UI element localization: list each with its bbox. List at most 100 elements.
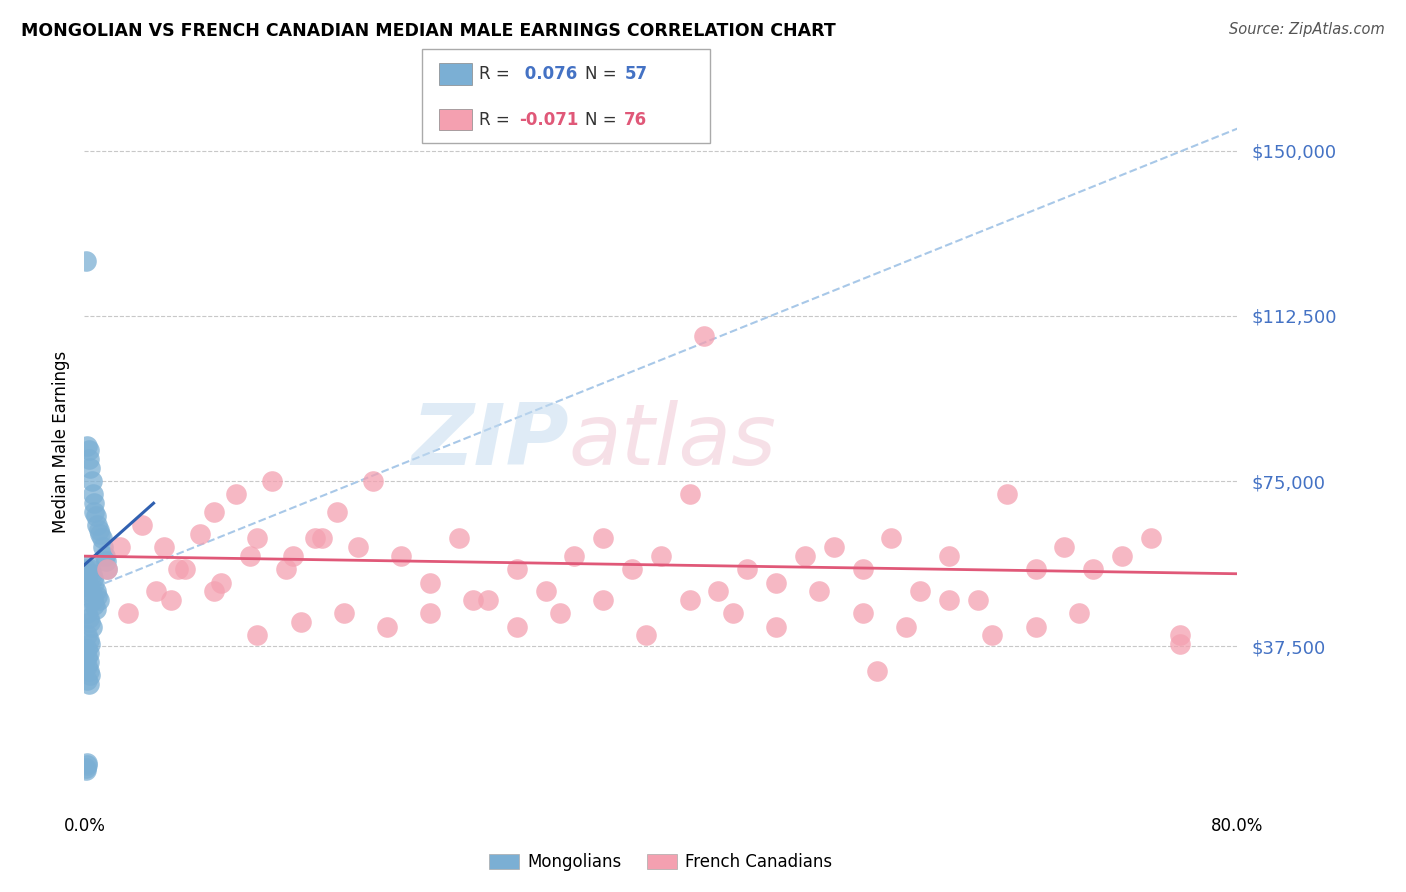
Point (90, 532, 112, 546)
Point (79, 461, 101, 475)
Text: Source: ZipAtlas.com: Source: ZipAtlas.com (1229, 22, 1385, 37)
Text: -0.071: -0.071 (519, 111, 578, 128)
Point (91, 541, 114, 555)
Point (93, 549, 115, 563)
Point (76, 607, 98, 621)
Point (77, 655, 100, 669)
Point (534, 584, 557, 599)
Point (96, 562, 118, 576)
Point (1168, 637, 1191, 651)
Point (592, 532, 614, 546)
Point (548, 607, 571, 621)
Point (1053, 541, 1076, 555)
Point (852, 607, 875, 621)
Point (84, 509, 107, 524)
Point (79, 615, 101, 630)
Point (276, 562, 298, 576)
Point (160, 593, 183, 607)
Point (894, 619, 917, 633)
Legend: Mongolians, French Canadians: Mongolians, French Canadians (482, 847, 839, 878)
Point (260, 474, 283, 488)
Point (239, 549, 262, 563)
Point (77, 443, 100, 458)
Point (765, 575, 787, 590)
Point (202, 505, 225, 519)
Point (419, 607, 441, 621)
Point (86, 518, 108, 533)
Text: atlas: atlas (568, 400, 776, 483)
Point (693, 328, 716, 343)
Point (1168, 628, 1191, 642)
Point (1111, 549, 1133, 563)
Point (564, 549, 586, 563)
Point (96, 562, 118, 576)
Point (325, 505, 347, 519)
Point (636, 628, 658, 642)
Point (86, 589, 108, 603)
Point (290, 615, 312, 630)
Point (131, 518, 153, 533)
Point (75, 763, 97, 777)
Text: R =: R = (479, 65, 516, 83)
Point (246, 628, 269, 642)
Point (89, 527, 111, 541)
Point (679, 593, 702, 607)
Point (77, 558, 100, 572)
Point (79, 562, 101, 576)
Point (246, 532, 269, 546)
Point (77, 452, 100, 467)
Point (145, 584, 167, 599)
Point (84, 584, 107, 599)
Point (1083, 562, 1105, 576)
Point (76, 571, 98, 585)
Point (76, 659, 98, 673)
Text: ZIP: ZIP (411, 400, 568, 483)
Point (1140, 532, 1163, 546)
Text: 57: 57 (624, 65, 647, 83)
Text: N =: N = (585, 65, 621, 83)
Point (76, 650, 98, 665)
Point (110, 541, 132, 555)
Point (80, 474, 103, 488)
Point (592, 593, 614, 607)
Point (84, 602, 107, 616)
Y-axis label: Median Male Earnings: Median Male Earnings (52, 351, 70, 533)
Point (304, 532, 326, 546)
Point (80, 566, 103, 581)
Text: R =: R = (479, 111, 516, 128)
Point (167, 562, 190, 576)
Point (808, 584, 831, 599)
Point (880, 532, 903, 546)
Point (225, 487, 247, 501)
Point (75, 571, 97, 585)
Point (506, 619, 529, 633)
Point (79, 584, 101, 599)
Point (737, 562, 759, 576)
Point (477, 593, 499, 607)
Point (76, 439, 98, 453)
Point (765, 619, 787, 633)
Point (82, 571, 104, 585)
Point (87, 593, 110, 607)
Point (463, 593, 485, 607)
Point (852, 562, 875, 576)
Point (79, 668, 101, 682)
Point (283, 549, 305, 563)
Point (174, 562, 197, 576)
Point (83, 505, 105, 519)
Point (83, 496, 105, 510)
Point (80, 619, 103, 633)
Point (76, 758, 98, 772)
Point (87, 523, 110, 537)
Point (707, 584, 730, 599)
Point (76, 756, 98, 771)
Point (75, 253, 97, 268)
Point (76, 566, 98, 581)
Point (77, 580, 100, 594)
Point (823, 541, 845, 555)
Point (202, 584, 225, 599)
Point (419, 575, 441, 590)
Point (152, 541, 174, 555)
Point (76, 673, 98, 687)
Point (76, 641, 98, 656)
